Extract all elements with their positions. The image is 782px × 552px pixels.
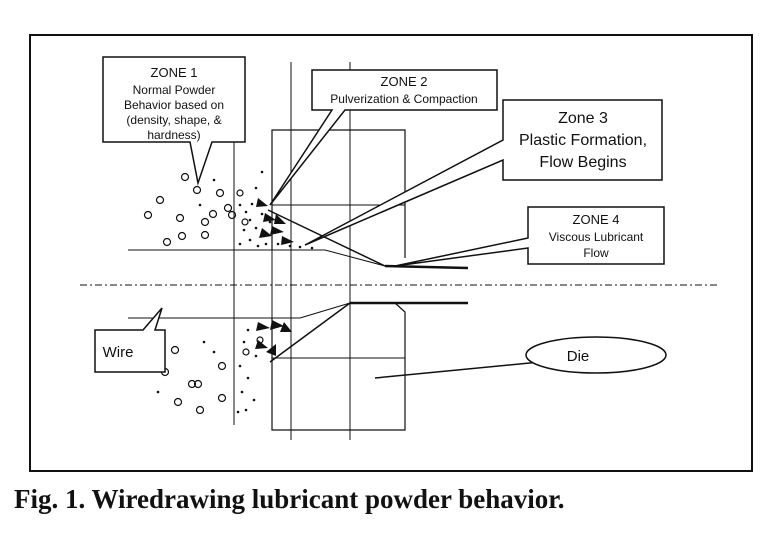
powder-particles-lower: [160, 336, 264, 415]
figure-caption: Fig. 1. Wiredrawing lubricant powder beh…: [14, 484, 565, 514]
zone1-line-1: Normal Powder: [133, 83, 216, 97]
zone4-callout-box: [394, 206, 665, 267]
zone1-title: ZONE 1: [151, 65, 198, 80]
wire-label: Wire: [103, 344, 134, 361]
wire-callout-box: [94, 307, 166, 373]
lower-wire-drawn: [299, 302, 351, 319]
die-callout: Die: [374, 336, 667, 379]
zone2-title: ZONE 2: [381, 74, 428, 89]
compaction-arrows-lower: [255, 320, 292, 356]
wire-callout: Wire: [94, 307, 166, 373]
upper-die-outline: [271, 129, 406, 258]
zone2-callout-box: [269, 69, 498, 206]
upper-wire-exit: [384, 264, 469, 270]
zone2-line-1: Pulverization & Compaction: [330, 92, 477, 106]
die-callout-ellipse: [525, 336, 667, 374]
lower-die-cone: [269, 302, 351, 363]
zone1-callout-box: [102, 56, 246, 186]
zone1-line-3: (density, shape, &: [126, 113, 221, 127]
zone2-callout: ZONE 2 Pulverization & Compaction: [269, 69, 498, 206]
die-label: Die: [567, 348, 590, 365]
diagram-frame: [29, 34, 753, 472]
zone3-line-1: Plastic Formation,: [519, 132, 647, 149]
fine-powder-lower: [156, 328, 258, 414]
lower-die-outline: [271, 302, 406, 431]
zone3-callout: Zone 3 Plastic Formation, Flow Begins: [304, 99, 663, 246]
zone3-callout-box: [304, 99, 663, 246]
zone4-line-1: Viscous Lubricant: [549, 230, 644, 244]
zone1-line-2: Behavior based on: [124, 98, 224, 112]
powder-particles-upper: [143, 172, 249, 247]
zone1-line-4: hardness): [147, 128, 200, 142]
die-pointer: [374, 361, 541, 379]
zone4-callout: ZONE 4 Viscous Lubricant Flow: [394, 206, 665, 267]
zone4-title: ZONE 4: [573, 212, 620, 227]
zone1-callout: ZONE 1 Normal Powder Behavior based on (…: [102, 56, 246, 186]
upper-wire-drawn: [324, 249, 386, 267]
zone4-line-2: Flow: [583, 246, 609, 260]
zone3-line-2: Flow Begins: [539, 154, 626, 171]
upper-die-cone: [267, 209, 386, 267]
compaction-arrows-upper: [256, 198, 294, 245]
fine-powder-upper: [198, 170, 314, 250]
zone3-title: Zone 3: [558, 110, 608, 127]
